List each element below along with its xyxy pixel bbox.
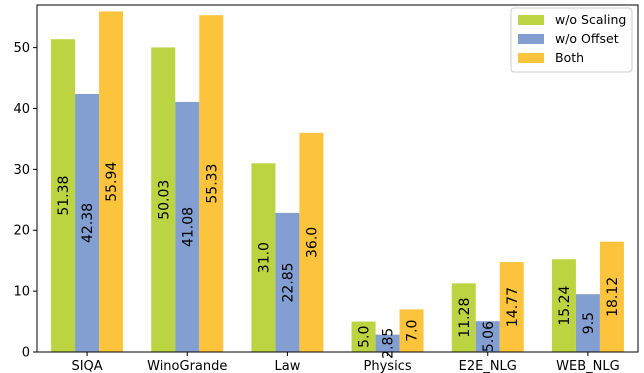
legend-swatch-w-o-scaling bbox=[518, 15, 544, 25]
bar-value-label-e2e-nlg-both: 14.77 bbox=[505, 287, 521, 327]
x-tick-label: E2E_NLG bbox=[459, 359, 517, 373]
y-tick-label: 10 bbox=[13, 285, 30, 300]
bar-value-label-law-w-o-offset: 22.85 bbox=[280, 262, 296, 302]
legend-label-w-o-offset: w/o Offset bbox=[555, 31, 619, 46]
bar-value-label-web-nlg-w-o-offset: 9.5 bbox=[581, 312, 597, 334]
x-tick-label: SIQA bbox=[71, 359, 102, 373]
x-tick-label: Law bbox=[274, 359, 300, 373]
x-tick-label: Physics bbox=[364, 359, 412, 373]
bar-siqa-w-o-scaling bbox=[51, 39, 76, 353]
bars-layer bbox=[51, 11, 624, 353]
legend-label-w-o-scaling: w/o Scaling bbox=[555, 12, 626, 27]
bar-e2e-nlg-w-o-offset bbox=[475, 321, 500, 352]
x-tick-label: WinoGrande bbox=[147, 359, 227, 373]
y-tick-label: 40 bbox=[13, 102, 30, 117]
x-tick-label: WEB_NLG bbox=[556, 359, 620, 373]
bar-value-label-e2e-nlg-w-o-scaling: 11.28 bbox=[457, 298, 473, 338]
plot-frame bbox=[36, 4, 639, 353]
bar-law-w-o-scaling bbox=[251, 163, 276, 352]
bar-winogrande-w-o-scaling bbox=[151, 47, 176, 353]
bar-web-nlg-w-o-offset bbox=[575, 294, 600, 352]
legend-swatch-w-o-offset bbox=[518, 34, 544, 44]
y-tick-label: 50 bbox=[13, 41, 30, 56]
bar-winogrande-both bbox=[199, 15, 224, 352]
bar-siqa-w-o-offset bbox=[75, 94, 100, 352]
legend-label-both: Both bbox=[555, 50, 584, 65]
y-tick-label: 20 bbox=[13, 224, 30, 239]
bar-physics-both bbox=[399, 309, 424, 352]
bar-value-label-winogrande-w-o-offset: 41.08 bbox=[180, 207, 196, 247]
bar-e2e-nlg-w-o-scaling bbox=[451, 283, 476, 352]
legend-swatch-both bbox=[518, 53, 544, 63]
bar-physics-w-o-offset bbox=[375, 334, 400, 352]
bar-law-w-o-offset bbox=[275, 212, 300, 352]
bar-e2e-nlg-both bbox=[499, 262, 524, 352]
bar-value-label-siqa-both: 55.94 bbox=[104, 162, 120, 202]
y-tick-label: 0 bbox=[22, 346, 30, 361]
bar-labels-layer: 51.38 42.38 55.94 50.03 41.08 55.33 31.0 22.85 3… bbox=[56, 162, 621, 359]
bar-web-nlg-w-o-scaling bbox=[551, 259, 576, 352]
bar-value-label-e2e-nlg-w-o-offset: 5.06 bbox=[481, 321, 497, 352]
x-axis: SIQA WinoGrande Law Physics E2E_NLG WEB_NLG bbox=[71, 352, 620, 373]
bar-value-label-physics-w-o-scaling: 5.0 bbox=[357, 326, 373, 348]
y-tick-label: 30 bbox=[13, 163, 30, 178]
bar-value-label-web-nlg-w-o-scaling: 15.24 bbox=[557, 285, 573, 325]
bar-value-label-siqa-w-o-offset: 42.38 bbox=[80, 203, 96, 243]
legend: w/o Scaling w/o Offset Both bbox=[510, 7, 633, 73]
bar-value-label-winogrande-w-o-scaling: 50.03 bbox=[156, 180, 172, 220]
bar-value-label-law-both: 36.0 bbox=[304, 227, 320, 258]
bar-web-nlg-both bbox=[599, 241, 624, 352]
bar-physics-w-o-scaling bbox=[351, 321, 376, 352]
bar-value-label-siqa-w-o-scaling: 51.38 bbox=[56, 176, 72, 216]
bar-law-both bbox=[299, 132, 324, 352]
y-axis: 0 10 20 30 40 50 bbox=[13, 41, 37, 361]
bar-winogrande-w-o-offset bbox=[175, 101, 200, 352]
bar-value-label-winogrande-both: 55.33 bbox=[204, 164, 220, 204]
bar-value-label-physics-w-o-offset: 2.85 bbox=[381, 328, 397, 359]
bar-siqa-both bbox=[99, 11, 124, 352]
bar-value-label-web-nlg-both: 18.12 bbox=[605, 277, 621, 317]
bar-value-label-physics-both: 7.0 bbox=[405, 320, 421, 342]
bar-value-label-law-w-o-scaling: 31.0 bbox=[256, 242, 272, 273]
